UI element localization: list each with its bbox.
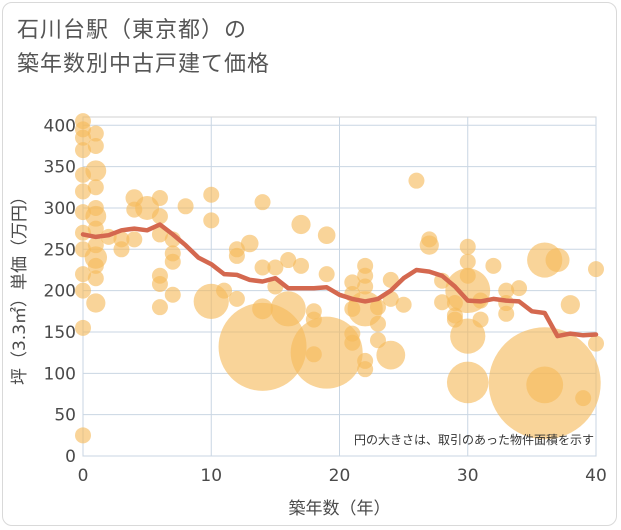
bubble-2 xyxy=(75,129,91,146)
bubble-15 xyxy=(85,160,107,182)
y-tick-label-5: 250 xyxy=(44,240,76,260)
bubble-40 xyxy=(164,253,181,270)
y-tick-label-3: 150 xyxy=(44,323,76,343)
bubble-58 xyxy=(270,291,306,327)
x-tick-label-3: 30 xyxy=(457,466,479,486)
bubble-85 xyxy=(408,172,425,189)
bubble-18 xyxy=(85,205,107,227)
bubble-3 xyxy=(75,142,91,159)
bubble-12 xyxy=(75,427,91,444)
bubble-5 xyxy=(75,183,91,200)
bubble-46 xyxy=(216,282,233,299)
x-tick-label-1: 10 xyxy=(200,466,222,486)
x-axis-label: 築年数（年） xyxy=(289,499,391,519)
bubble-37 xyxy=(151,299,168,316)
bubble-64 xyxy=(317,226,336,245)
bubble-65 xyxy=(318,266,335,283)
bubble-44 xyxy=(203,212,220,229)
bubble-57 xyxy=(280,252,297,269)
bubble-50 xyxy=(240,234,259,253)
x-tick-label-4: 40 xyxy=(585,466,607,486)
bubble-108 xyxy=(526,366,564,404)
bubble-109 xyxy=(545,248,570,273)
y-tick-label-1: 50 xyxy=(54,406,76,426)
y-tick-label-8: 400 xyxy=(44,116,76,136)
ticks: 0 50 100 150 200 250 300 350 400 0 10 20 30 40 xyxy=(44,116,607,486)
x-tick-label-2: 20 xyxy=(329,466,351,486)
bubble-13 xyxy=(87,125,104,142)
bubble-36 xyxy=(151,276,168,293)
bubble-19 xyxy=(87,220,104,237)
bubble-101 xyxy=(485,257,502,274)
y-tick-label-0: 0 xyxy=(65,447,76,467)
y-axis-label: 坪（3.3㎡）単価（万円） xyxy=(10,188,30,385)
bubble-111 xyxy=(575,390,592,407)
bubble-77 xyxy=(357,361,374,378)
bubble-112 xyxy=(588,261,604,278)
bubble-55 xyxy=(267,259,284,276)
bubble-59 xyxy=(291,214,311,235)
bubble-102 xyxy=(498,282,515,299)
y-tick-label-4: 200 xyxy=(44,282,76,302)
bubble-24 xyxy=(86,293,106,313)
bubble-79 xyxy=(369,315,386,332)
bubble-48 xyxy=(228,247,245,264)
bubble-105 xyxy=(511,280,528,297)
bubble-93 xyxy=(459,238,476,255)
bubble-98 xyxy=(446,361,489,404)
bubble-16 xyxy=(87,179,104,196)
bubble-9 xyxy=(75,266,91,283)
bubble-83 xyxy=(376,340,406,370)
y-tick-label-7: 350 xyxy=(44,158,76,178)
bubble-27 xyxy=(113,241,130,258)
bubble-100 xyxy=(472,311,489,328)
bubble-52 xyxy=(254,259,271,276)
bubble-43 xyxy=(203,186,220,203)
bubble-67 xyxy=(344,274,361,291)
y-tick-label-6: 300 xyxy=(44,199,76,219)
bubble-97 xyxy=(450,318,486,354)
bubble-10 xyxy=(75,282,91,299)
bubble-110 xyxy=(560,295,580,315)
bubbles xyxy=(75,113,604,444)
bubble-11 xyxy=(75,319,91,336)
trend-line-group xyxy=(80,222,599,339)
bubble-78 xyxy=(369,299,386,316)
bubble-71 xyxy=(344,334,361,351)
bubble-14 xyxy=(87,137,104,154)
bubble-84 xyxy=(395,296,412,313)
average-line-0 xyxy=(80,222,599,339)
chart-title: 石川台駅（東京都）の 築年数別中古戸建て価格 xyxy=(17,14,270,82)
bubble-49 xyxy=(228,290,245,307)
chart-title-line-1: 石川台駅（東京都）の xyxy=(17,18,248,43)
bubble-42 xyxy=(177,198,194,215)
bubble-94 xyxy=(459,253,476,270)
bubble-74 xyxy=(357,278,374,295)
x-tick-label-0: 0 xyxy=(78,466,89,486)
bubble-30 xyxy=(126,231,143,248)
bubble-87 xyxy=(419,235,439,255)
bubble-60 xyxy=(293,257,310,274)
bubble-41 xyxy=(164,286,181,303)
chart-title-line-2: 築年数別中古戸建て価格 xyxy=(17,52,271,77)
bubble-22 xyxy=(87,257,104,274)
bubble-33 xyxy=(151,208,168,225)
bubble-23 xyxy=(87,270,104,287)
bubble-51 xyxy=(254,194,271,211)
y-tick-label-2: 100 xyxy=(44,364,76,384)
size-note: 円の大きさは、取引のあった物件面積を示す xyxy=(354,432,594,447)
bubble-113 xyxy=(588,335,604,352)
bubble-104 xyxy=(498,305,515,322)
bubble-32 xyxy=(151,190,168,207)
bubble-89 xyxy=(434,294,451,311)
